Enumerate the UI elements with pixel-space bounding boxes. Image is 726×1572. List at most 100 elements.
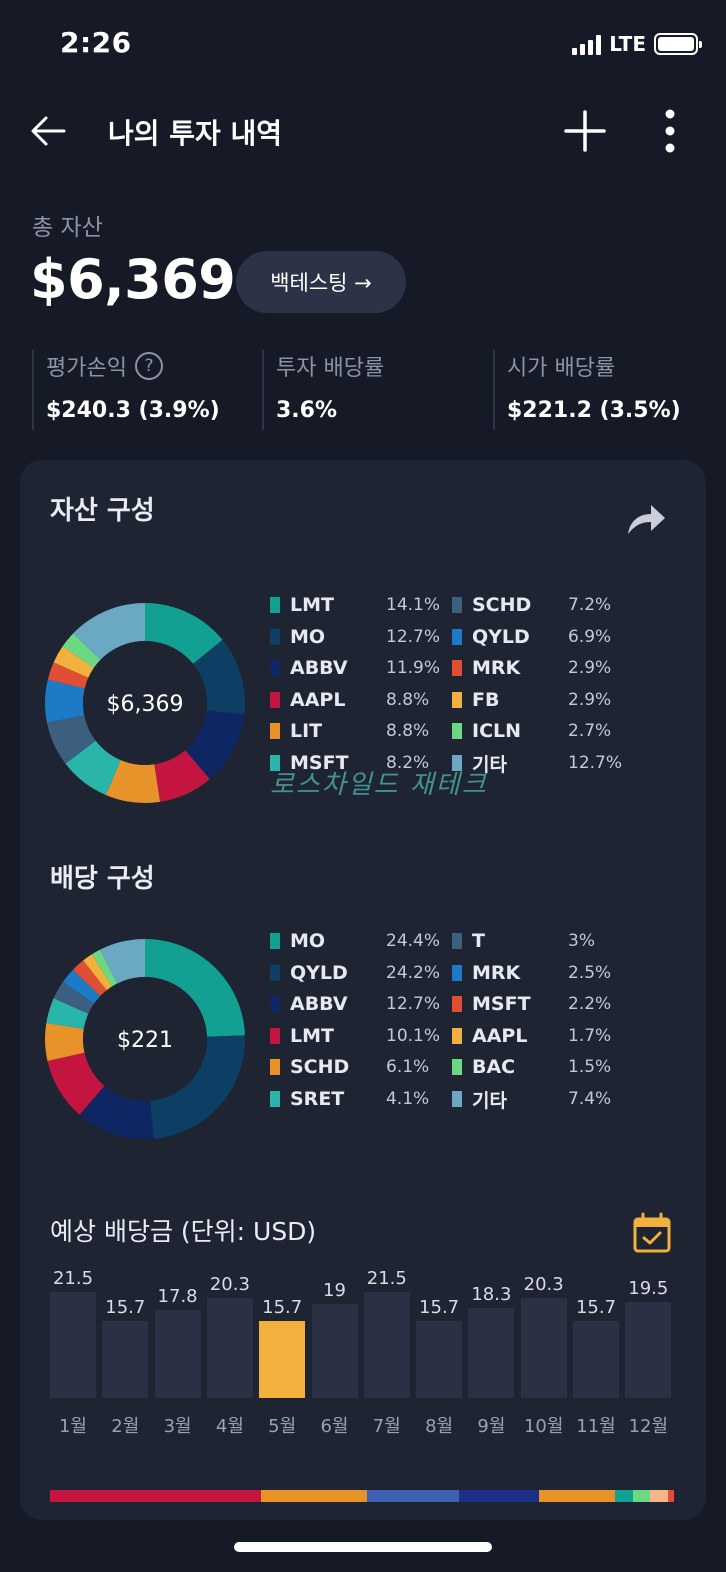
legend-name: SCHD xyxy=(290,1056,350,1079)
dividend-slice-9 xyxy=(83,954,113,991)
legend-percent: 3% xyxy=(568,931,595,951)
asset-legend-item: QYLD 6.9% xyxy=(452,622,642,652)
legend-swatch xyxy=(270,964,280,981)
dividend-legend-item: SRET 4.1% xyxy=(270,1084,460,1114)
asset-legend-item: ABBV 11.9% xyxy=(270,653,460,683)
legend-name: MRK xyxy=(472,961,521,984)
asset-legend-item: 기타 12.7% xyxy=(452,748,642,778)
dividend-slice-5 xyxy=(46,998,89,1030)
status-time: 2:26 xyxy=(60,26,132,59)
home-indicator[interactable] xyxy=(234,1542,492,1552)
dividend-slice-6 xyxy=(53,981,95,1014)
dividend-donut-hole xyxy=(83,977,207,1101)
bar-value-label: 15.7 xyxy=(105,1296,146,1318)
dividend-donut-center: $221 xyxy=(117,1028,173,1053)
total-assets-label: 총 자산 xyxy=(32,215,103,241)
legend-swatch xyxy=(452,933,462,949)
legend-swatch xyxy=(452,628,462,645)
stat-investment-yield: 투자 배당률 3.6% xyxy=(262,350,384,430)
bar-5[interactable] xyxy=(259,1320,306,1398)
bar-7[interactable] xyxy=(363,1292,410,1398)
legend-percent: 2.7% xyxy=(568,721,612,742)
bar-8[interactable] xyxy=(416,1320,463,1398)
legend-name: QYLD xyxy=(472,625,530,648)
asset-donut-center: $6,369 xyxy=(106,692,184,717)
dividend-legend-item: MRK 2.5% xyxy=(452,958,642,988)
bar-month-label: 1월 xyxy=(58,1416,87,1437)
bar-month-label: 8월 xyxy=(425,1416,454,1437)
legend-name: 기타 xyxy=(472,1089,507,1112)
legend-percent: 12.7% xyxy=(386,626,441,647)
legend-name: ABBV xyxy=(290,657,348,680)
legend-percent: 24.2% xyxy=(386,962,441,983)
legend-percent: 2.2% xyxy=(568,994,612,1015)
asset-slice-1 xyxy=(193,639,245,715)
bar-10[interactable] xyxy=(520,1297,567,1398)
back-button[interactable] xyxy=(28,110,70,152)
stack-segment-7 xyxy=(650,1490,668,1502)
bar-9[interactable] xyxy=(468,1307,515,1398)
total-assets-value: $6,369 xyxy=(30,248,236,311)
more-options-button[interactable] xyxy=(650,108,690,154)
legend-swatch xyxy=(270,755,280,771)
asset-legend-item: LMT 14.1% xyxy=(270,590,460,620)
bar-month-label: 6월 xyxy=(320,1416,349,1437)
share-arrow-icon xyxy=(628,505,665,534)
battery-icon xyxy=(654,33,702,55)
stack-segment-0 xyxy=(50,1490,261,1502)
calendar-button[interactable] xyxy=(632,1212,672,1254)
status-bar: 2:26 LTE xyxy=(0,0,726,90)
bar-4[interactable] xyxy=(206,1297,253,1398)
backtest-button[interactable]: 백테스팅 → xyxy=(236,251,406,313)
asset-legend-item: MRK 2.9% xyxy=(452,653,642,683)
bar-6[interactable] xyxy=(311,1304,358,1398)
bar-month-label: 12월 xyxy=(628,1416,669,1437)
expected-dividend-bar-chart: 21.5 1월 15.7 2월 17.8 3월 20.3 4월 15.7 5월 19 6월 21.5 7월… xyxy=(46,1268,686,1470)
stat-profit-loss: 평가손익 ? $240.3 (3.9%) xyxy=(32,350,220,430)
bar-3[interactable] xyxy=(154,1310,201,1398)
legend-name: MSFT xyxy=(472,993,531,1016)
legend-swatch xyxy=(452,1059,462,1076)
legend-name: QYLD xyxy=(290,961,348,984)
bar-1[interactable] xyxy=(50,1292,96,1398)
asset-donut-hole xyxy=(83,641,207,765)
legend-name: AAPL xyxy=(472,1024,528,1047)
legend-swatch xyxy=(452,660,462,677)
legend-swatch xyxy=(270,1091,280,1107)
dividend-composition-title: 배당 구성 xyxy=(50,864,155,894)
dividend-slice-2 xyxy=(79,1085,154,1139)
bar-month-label: 2월 xyxy=(111,1416,140,1437)
legend-name: 기타 xyxy=(472,753,507,776)
asset-slice-3 xyxy=(154,750,210,802)
summary-stats: 평가손익 ? $240.3 (3.9%) 투자 배당률 3.6% 시가 배당률 … xyxy=(0,350,726,430)
bar-11[interactable] xyxy=(573,1320,619,1398)
legend-name: MO xyxy=(290,930,326,952)
stat-value: $240.3 (3.9%) xyxy=(46,398,220,423)
dividend-slice-3 xyxy=(47,1052,105,1115)
stack-segment-4 xyxy=(539,1490,616,1502)
legend-percent: 12.7% xyxy=(386,994,441,1015)
bar-2[interactable] xyxy=(102,1320,149,1398)
bar-value-label: 15.7 xyxy=(262,1296,303,1318)
asset-slice-10 xyxy=(62,633,101,668)
legend-percent: 8.2% xyxy=(386,753,430,773)
watermark: 로스차일드 재테크 xyxy=(270,770,488,800)
share-button[interactable] xyxy=(624,500,668,540)
legend-name: LMT xyxy=(290,594,334,616)
asset-slice-6 xyxy=(46,715,96,764)
network-type: LTE xyxy=(609,32,646,56)
bar-12[interactable] xyxy=(625,1301,672,1398)
asset-slice-5 xyxy=(65,740,121,795)
legend-name: SCHD xyxy=(472,594,532,616)
asset-slice-9 xyxy=(53,646,94,678)
legend-percent: 7.2% xyxy=(568,595,612,615)
add-button[interactable] xyxy=(562,108,608,154)
status-indicators: LTE xyxy=(572,32,702,56)
help-icon[interactable]: ? xyxy=(134,352,163,380)
dividend-legend-item: 기타 7.4% xyxy=(452,1084,642,1114)
stat-label: 투자 배당률 xyxy=(276,356,385,381)
legend-percent: 6.1% xyxy=(386,1057,430,1078)
page-title: 나의 투자 내역 xyxy=(108,117,283,150)
legend-percent: 1.5% xyxy=(568,1057,612,1078)
legend-name: FB xyxy=(472,688,500,711)
